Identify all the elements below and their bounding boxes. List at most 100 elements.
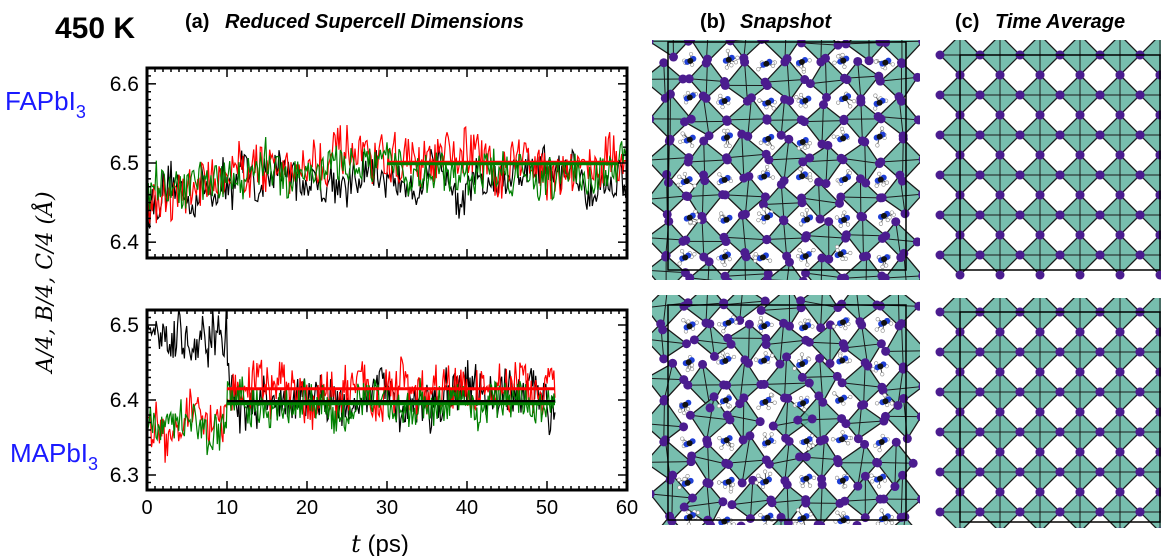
iodine-atom	[745, 431, 755, 441]
molecule	[832, 391, 853, 406]
series-trace-2	[147, 376, 556, 456]
molecule	[717, 435, 735, 451]
octahedron	[652, 61, 684, 100]
iodine-atom	[755, 417, 765, 427]
iodine-atom	[839, 343, 849, 353]
iodine-atom	[718, 497, 728, 507]
molecule	[792, 352, 812, 371]
molecule	[754, 469, 773, 490]
molecule	[716, 476, 736, 494]
iodine-atom	[935, 467, 945, 477]
iodine-atom	[705, 403, 715, 413]
iodine-atom	[860, 471, 870, 481]
iodine-atom	[762, 275, 772, 280]
x-tick-label: 0	[141, 497, 152, 519]
panel-a-title: Reduced Supercell Dimensions	[225, 11, 524, 33]
molecule	[873, 57, 895, 71]
iodine-atom	[1015, 467, 1025, 477]
line-plots: 6.4 6.5 6.6 6.3 6.4 6.5 0 10 20 30 40 50 60	[110, 66, 638, 519]
iodine-atom	[857, 400, 867, 410]
iodine-atom	[818, 280, 827, 289]
panel-c-title: Time Average	[995, 11, 1125, 33]
octahedron	[701, 519, 714, 525]
iodine-atom	[899, 248, 909, 258]
molecule	[682, 51, 697, 67]
iodine-atom	[664, 216, 674, 226]
iodine-atom	[1095, 170, 1105, 180]
iodine-atom	[1135, 387, 1145, 397]
iodine-atom	[975, 347, 985, 357]
iodine-atom	[709, 392, 719, 402]
iodine-atom	[825, 359, 835, 369]
octahedron	[686, 363, 725, 409]
iodine-atom	[664, 136, 674, 146]
iodine-atom	[878, 385, 888, 395]
molecule	[873, 126, 887, 148]
iodine-atom	[819, 434, 829, 444]
snapshot-structure	[652, 280, 920, 548]
iodine-atom	[835, 534, 844, 543]
iodine-atom	[680, 117, 690, 127]
iodine-atom	[1115, 150, 1125, 160]
iodine-atom	[1035, 70, 1045, 80]
iodine-atom	[793, 415, 803, 425]
molecule	[722, 48, 740, 70]
traces	[147, 124, 627, 229]
iodine-atom	[996, 288, 1005, 297]
molecule	[792, 395, 810, 412]
molecule	[830, 430, 854, 446]
iodine-atom	[779, 318, 789, 328]
iodine-atom	[956, 288, 965, 297]
iodine-atom	[891, 217, 901, 227]
iodine-atom	[975, 250, 985, 260]
iodine-atom	[764, 155, 774, 165]
iodine-atom	[1135, 130, 1145, 140]
iodine-atom	[662, 209, 672, 219]
iodine-atom	[768, 421, 778, 431]
molecule	[683, 509, 701, 525]
iodine-atom	[857, 320, 867, 330]
iodine-atom	[1135, 427, 1145, 437]
iodine-atom	[807, 414, 817, 424]
molecule	[796, 137, 812, 151]
iodine-atom	[686, 114, 696, 124]
iodine-atom	[799, 117, 809, 127]
iodine-atom	[725, 40, 735, 46]
iodine-atom	[1075, 367, 1085, 377]
iodine-atom	[679, 539, 688, 548]
molecule	[873, 93, 889, 111]
iodine-atom	[782, 352, 792, 362]
iodine-atom	[858, 212, 868, 222]
iodine-atom	[776, 179, 786, 189]
x-tick-label: 60	[616, 497, 638, 519]
iodine-atom	[1015, 427, 1025, 437]
iodine-atom	[935, 507, 945, 517]
x-tick-label: 30	[376, 497, 398, 519]
iodine-atom	[935, 90, 945, 100]
iodine-atom	[975, 170, 985, 180]
iodine-atom	[721, 153, 731, 163]
iodine-atom	[839, 73, 849, 83]
iodine-atom	[995, 327, 1005, 337]
x-axis-label: t (ps)	[351, 530, 409, 556]
iodine-atom	[1015, 347, 1025, 357]
iodine-atom	[935, 130, 945, 140]
iodine-atom	[851, 280, 860, 289]
iodine-atom	[1095, 467, 1105, 477]
iodine-atom	[801, 452, 811, 462]
iodine-atom	[876, 339, 886, 349]
iodine-atom	[740, 355, 750, 365]
iodine-atom	[1075, 230, 1085, 240]
octahedron	[843, 475, 882, 519]
iodine-atom	[1036, 288, 1045, 297]
iodine-atom	[702, 54, 712, 64]
iodine-atom	[853, 434, 863, 444]
iodine-atom	[995, 447, 1005, 457]
iodine-atom	[662, 169, 672, 179]
molecule	[682, 90, 698, 105]
iodine-atom	[776, 130, 786, 140]
iodine-atom	[683, 157, 693, 167]
iodine-atom	[737, 478, 747, 488]
iodine-atom	[918, 40, 920, 45]
iodine-atom	[760, 77, 770, 87]
